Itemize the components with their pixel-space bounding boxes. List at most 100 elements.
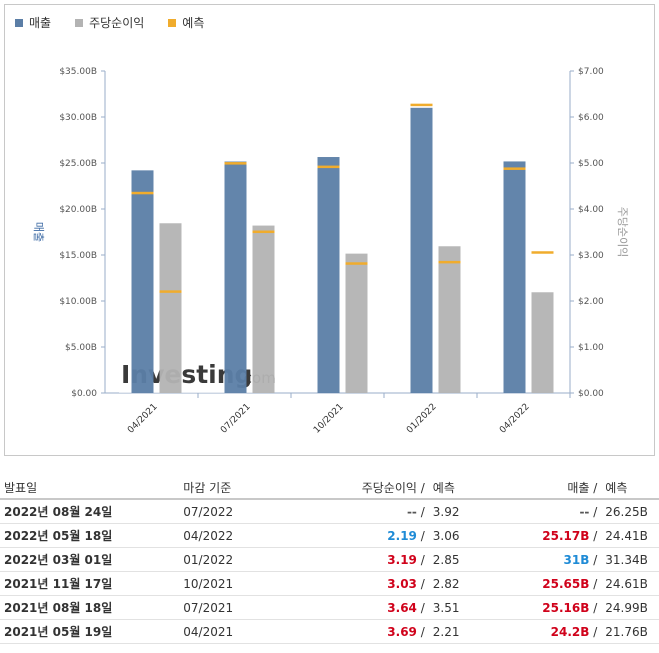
bar-revenue [317,157,340,393]
row-eps: 2.19 / [294,523,429,548]
row-period: 10/2021 [153,571,295,596]
y-tick-label-right: $3.00 [578,251,604,261]
table-row: 2022년 03월 01일 01/2022 3.19 /2.85 31B /31.34… [0,547,659,572]
header-revenue[interactable]: 매출 / [495,476,602,500]
chart-plot: $0.00 $0.00 $5.00B $1.00 $10.00B $2.00 $15.00B… [32,67,629,436]
x-tick-label: 10/2021 [312,402,346,436]
forecast-marker-eps [345,262,368,265]
row-rev-sep: / [593,624,598,639]
row-eps-sep: / [420,504,425,519]
row-revenue: -- / [495,499,602,524]
row-date: 2022년 03월 01일 [0,547,154,572]
row-eps: -- / [294,499,429,524]
forecast-marker-eps [438,260,461,264]
table-row: 2021년 11월 17일 10/2021 3.03 /2.82 25.65B /24… [0,571,659,596]
y-tick-label-right: $1.00 [578,343,604,353]
legend-label-revenue: 매출 [29,16,52,30]
row-date: 2021년 11월 17일 [0,571,154,596]
bar-revenue [131,170,154,393]
table-row: 2021년 05월 19일 04/2021 3.69 /2.21 24.2B /21.… [0,619,659,644]
y-tick-label-left: $30.00B [59,113,97,123]
y-axis-title-left: 매출 [32,222,45,242]
forecast-marker-revenue [503,167,526,170]
row-period: 07/2022 [153,499,295,524]
table-row: 2022년 08월 24일 07/2022 -- /3.92 -- /26.25B [0,499,659,524]
x-tick-label: 07/2021 [219,402,253,436]
row-rev-sep: / [593,600,598,615]
row-rev-sep: / [593,504,598,519]
row-revenue-actual: 25.17B [542,528,590,543]
y-tick-label-right: $5.00 [578,159,604,169]
row-eps-actual: 3.64 [387,600,417,615]
bar-eps [159,223,182,393]
header-eps[interactable]: 주당순이익 / [294,476,429,500]
row-period: 04/2022 [153,523,295,548]
row-revenue-actual: 25.65B [542,576,590,591]
earnings-table: 발표일 마감 기준 주당순이익 / 예측 매출 / 예측 2022년 08월 2… [0,476,659,644]
row-period: 04/2021 [153,619,295,644]
table-row: 2022년 05월 18일 04/2022 2.19 /3.06 25.17B /24… [0,523,659,548]
row-eps: 3.69 / [294,619,429,644]
forecast-marker-eps [159,290,182,293]
row-revenue-actual: 31B [563,552,590,567]
y-tick-label-right: $0.00 [578,389,604,399]
legend-item-forecast[interactable]: 예측 [168,14,204,31]
legend-label-eps: 주당순이익 [89,16,145,30]
header-eps-sep: / [420,480,425,495]
row-eps-actual: -- [406,504,417,519]
legend-item-eps[interactable]: 주당순이익 [75,14,144,31]
row-rev-sep: / [593,576,598,591]
legend-label-forecast: 예측 [182,16,205,30]
row-eps-actual: 3.03 [387,576,417,591]
legend-swatch-eps [75,18,84,27]
y-tick-label-left: $0.00 [71,389,97,399]
header-eps-forecast[interactable]: 예측 [428,476,496,500]
y-tick-label-left: $35.00B [59,67,97,77]
row-revenue-forecast: 26.25B [601,499,659,524]
forecast-marker-eps [252,230,275,234]
forecast-marker-revenue [131,191,154,195]
row-eps: 3.64 / [294,595,429,620]
forecast-marker-eps [531,251,554,254]
y-axis-title-right: 주당순이익 [616,207,629,258]
row-eps-forecast: 2.21 [428,619,496,644]
row-eps: 3.03 / [294,571,429,596]
y-tick-label-left: $5.00B [65,343,97,353]
row-date: 2021년 08월 18일 [0,595,154,620]
y-tick-label-right: $7.00 [578,67,604,77]
header-period[interactable]: 마감 기준 [153,476,295,500]
legend-item-revenue[interactable]: 매출 [15,14,51,31]
earnings-chart-panel: 매출 주당순이익 예측 $0.00 $0.00 $5.00B $1.00 $10.00B… [4,4,655,456]
row-revenue-forecast: 21.76B [601,619,659,644]
row-revenue: 31B / [495,547,602,572]
legend-swatch-revenue [15,18,23,27]
x-tick-label: 04/2021 [126,402,160,436]
row-period: 07/2021 [153,595,295,620]
header-date[interactable]: 발표일 [0,476,154,500]
y-tick-label-left: $25.00B [59,159,97,169]
table-row: 2021년 08월 18일 07/2021 3.64 /3.51 25.16B /24… [0,595,659,620]
table-header-row: 발표일 마감 기준 주당순이익 / 예측 매출 / 예측 [0,476,659,500]
row-eps: 3.19 / [294,547,429,572]
y-tick-label-right: $4.00 [578,205,604,215]
row-eps-sep: / [420,576,425,591]
row-eps-forecast: 2.82 [428,571,496,596]
row-date: 2022년 08월 24일 [0,499,154,524]
header-rev-sep: / [593,480,598,495]
row-eps-sep: / [420,600,425,615]
bar-revenue [503,161,526,393]
row-eps-forecast: 3.51 [428,595,496,620]
row-date: 2022년 05월 18일 [0,523,154,548]
row-eps-actual: 2.19 [387,528,417,543]
y-tick-label-left: $20.00B [59,205,97,215]
header-revenue-forecast[interactable]: 예측 [601,476,659,500]
row-date: 2021년 05월 19일 [0,619,154,644]
x-tick-label: 01/2022 [405,402,439,436]
row-eps-actual: 3.19 [387,552,417,567]
y-tick-label-right: $2.00 [578,297,604,307]
y-tick-label-left: $10.00B [59,297,97,307]
row-rev-sep: / [593,528,598,543]
row-revenue-actual: 24.2B [550,624,590,639]
bar-eps [345,253,368,393]
chart-legend: 매출 주당순이익 예측 [15,14,228,31]
